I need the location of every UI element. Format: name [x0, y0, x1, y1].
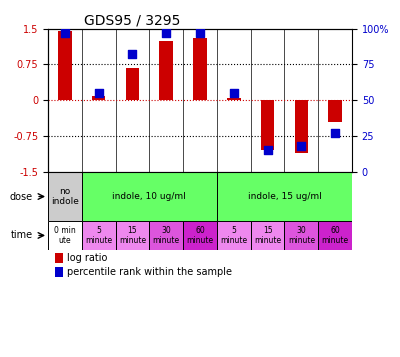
- Bar: [92, 96, 106, 100]
- Text: 30
minute: 30 minute: [153, 226, 180, 245]
- Text: 5
minute: 5 minute: [220, 226, 247, 245]
- FancyBboxPatch shape: [48, 172, 82, 221]
- Bar: [193, 38, 207, 100]
- Bar: [294, 100, 308, 153]
- FancyBboxPatch shape: [217, 172, 352, 221]
- Bar: [261, 100, 274, 150]
- Text: percentile rank within the sample: percentile rank within the sample: [66, 267, 232, 277]
- Text: 15
minute: 15 minute: [119, 226, 146, 245]
- FancyBboxPatch shape: [318, 221, 352, 250]
- Point: [298, 143, 304, 149]
- Text: 60
minute: 60 minute: [186, 226, 214, 245]
- Text: indole, 15 ug/ml: indole, 15 ug/ml: [248, 192, 321, 201]
- Text: log ratio: log ratio: [66, 253, 107, 263]
- FancyBboxPatch shape: [82, 221, 116, 250]
- Bar: [227, 98, 240, 100]
- FancyBboxPatch shape: [183, 221, 217, 250]
- FancyBboxPatch shape: [217, 221, 251, 250]
- Text: indole, 10 ug/ml: indole, 10 ug/ml: [112, 192, 186, 201]
- Bar: [160, 40, 173, 100]
- Point: [62, 30, 68, 36]
- Point: [163, 30, 170, 36]
- Point: [332, 130, 338, 136]
- Text: dose: dose: [10, 191, 33, 201]
- FancyBboxPatch shape: [82, 172, 217, 221]
- Point: [230, 90, 237, 96]
- Text: no
indole: no indole: [51, 187, 79, 206]
- Bar: [58, 31, 72, 100]
- Bar: [328, 100, 342, 122]
- Text: 60
minute: 60 minute: [322, 226, 349, 245]
- Bar: [55, 267, 63, 277]
- FancyBboxPatch shape: [149, 221, 183, 250]
- FancyBboxPatch shape: [48, 221, 82, 250]
- FancyBboxPatch shape: [251, 221, 284, 250]
- Text: GDS95 / 3295: GDS95 / 3295: [84, 14, 181, 27]
- Text: 15
minute: 15 minute: [254, 226, 281, 245]
- FancyBboxPatch shape: [116, 221, 149, 250]
- Text: 0 min
ute: 0 min ute: [54, 226, 76, 245]
- Point: [197, 30, 203, 36]
- Text: 30
minute: 30 minute: [288, 226, 315, 245]
- Point: [264, 147, 271, 153]
- Text: 5
minute: 5 minute: [85, 226, 112, 245]
- Bar: [55, 253, 63, 263]
- FancyBboxPatch shape: [284, 221, 318, 250]
- Point: [129, 51, 136, 57]
- Point: [96, 90, 102, 96]
- Bar: [126, 68, 139, 100]
- Text: time: time: [11, 231, 33, 241]
